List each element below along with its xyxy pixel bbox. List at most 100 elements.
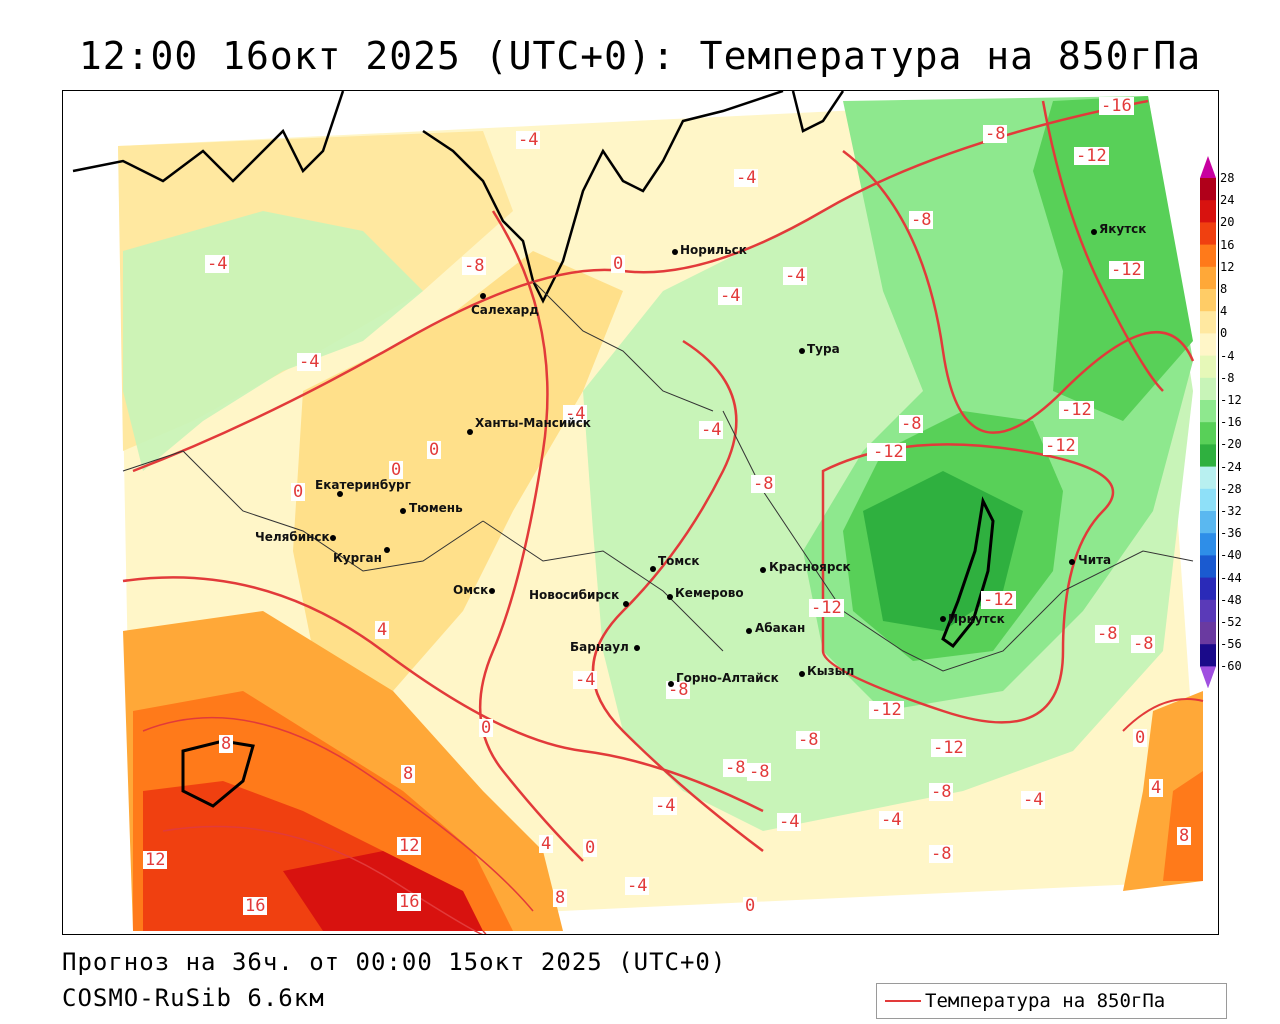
scale-swatch xyxy=(1200,599,1216,623)
city-dot-krasnoyarsk xyxy=(760,567,766,573)
scale-top-arrow xyxy=(1200,156,1216,178)
scale-tick-label: 20 xyxy=(1220,215,1235,230)
city-dot-yakutsk xyxy=(1091,229,1097,235)
isotherm-label: -4 xyxy=(563,404,588,424)
scale-swatch xyxy=(1200,222,1216,246)
isotherm-label: -12 xyxy=(981,590,1016,610)
isotherm-label: -12 xyxy=(869,700,904,720)
isotherm-label: -8 xyxy=(796,730,821,750)
city-label-gorno: Горно-Алтайск xyxy=(676,671,779,685)
city-label-yakutsk: Якутск xyxy=(1099,222,1147,236)
scale-tick-label: -48 xyxy=(1220,592,1242,607)
isotherm-label: 0 xyxy=(1133,728,1148,748)
isotherm-label: 0 xyxy=(291,482,306,502)
scale-swatch xyxy=(1200,488,1216,512)
temperature-map[interactable]: -16 -12 -8 -4 -4 -8 -12 -4 -4 -4 -8 0 -4… xyxy=(62,90,1219,935)
isotherm-label: -4 xyxy=(297,352,322,372)
city-dot-omsk xyxy=(489,588,495,594)
isotherm-label: 4 xyxy=(375,620,390,640)
isotherm-label: -8 xyxy=(929,844,954,864)
isotherm-label: -12 xyxy=(1074,146,1109,166)
scale-tick-label: -20 xyxy=(1220,437,1242,452)
scale-swatch xyxy=(1200,644,1216,667)
scale-tick-label: -40 xyxy=(1220,548,1242,563)
isotherm-label: 8 xyxy=(553,888,568,908)
isotherm-label: -4 xyxy=(734,168,759,188)
isotherm-label: -16 xyxy=(1099,96,1134,116)
isotherm-label: -4 xyxy=(516,130,541,150)
isotherm-label: -4 xyxy=(653,796,678,816)
scale-tick-label: 16 xyxy=(1220,237,1235,252)
scale-swatch xyxy=(1200,178,1216,201)
isotherm-label: -12 xyxy=(931,738,966,758)
city-label-tomsk: Томск xyxy=(658,554,700,568)
city-dot-ekb xyxy=(337,491,343,497)
city-label-salekhard: Салехард xyxy=(471,303,539,317)
city-label-irkutsk: Иркутск xyxy=(948,612,1005,626)
isotherm-label: -4 xyxy=(699,420,724,440)
isotherm-label: 8 xyxy=(401,764,416,784)
scale-swatch xyxy=(1200,333,1216,357)
city-dot-tyumen xyxy=(400,508,406,514)
scale-tick-label: -12 xyxy=(1220,393,1242,407)
scale-swatch xyxy=(1200,422,1216,445)
isotherm-label: 16 xyxy=(397,892,422,912)
scale-bottom-arrow xyxy=(1200,666,1216,688)
city-label-omsk: Омск xyxy=(453,583,489,597)
isotherm-label: -8 xyxy=(751,474,776,494)
isotherm-label: 0 xyxy=(389,460,404,480)
city-dot-kyzyl xyxy=(799,671,805,677)
city-label-kemerovo: Кемерово xyxy=(675,586,744,600)
isotherm-label: -4 xyxy=(777,812,802,832)
isotherm-label: -4 xyxy=(1021,790,1046,810)
isotherm-label: 8 xyxy=(219,734,234,754)
scale-swatch xyxy=(1200,444,1216,468)
isotherm-label: -8 xyxy=(899,414,924,434)
scale-tick-label: -56 xyxy=(1220,637,1242,652)
isotherm-label: 0 xyxy=(611,254,626,274)
legend-label: Температура на 850гПа xyxy=(925,990,1166,1012)
isotherm-label: -8 xyxy=(1095,624,1120,644)
city-label-tura: Тура xyxy=(807,342,840,356)
scale-swatch xyxy=(1200,533,1216,556)
scale-tick-label: 28 xyxy=(1220,171,1235,185)
city-dot-salekhard xyxy=(480,293,486,299)
scale-swatch xyxy=(1200,622,1216,645)
city-dot-chita xyxy=(1069,559,1075,565)
city-label-tyumen: Тюмень xyxy=(409,501,463,515)
isotherm-label: -4 xyxy=(783,266,808,286)
isotherm-label: 0 xyxy=(479,718,494,738)
isotherm-label: -8 xyxy=(723,758,748,778)
scale-tick-label: -16 xyxy=(1220,415,1242,430)
city-label-novosibirsk: Новосибирск xyxy=(529,588,620,602)
scale-tick-label: -32 xyxy=(1220,504,1242,518)
city-label-ekb: Екатеринбург xyxy=(315,478,411,492)
isotherm-label: -8 xyxy=(929,782,954,802)
city-dot-novosibirsk xyxy=(623,601,629,607)
scale-tick-label: -60 xyxy=(1220,659,1242,674)
scale-swatch xyxy=(1200,466,1216,490)
isotherm-label: 4 xyxy=(1149,778,1164,798)
isotherm-label: -8 xyxy=(983,124,1008,144)
scale-swatch xyxy=(1200,511,1216,534)
isotherm-label: -8 xyxy=(462,256,487,276)
isotherm-label: -12 xyxy=(809,598,844,618)
city-label-kyzyl: Кызыл xyxy=(807,664,855,678)
isotherm-label: -4 xyxy=(625,876,650,896)
scale-swatch xyxy=(1200,311,1216,334)
isotherm-label: 8 xyxy=(1177,826,1192,846)
scale-swatch xyxy=(1200,577,1216,601)
isotherm-label: -8 xyxy=(747,762,772,782)
isotherm-label: -4 xyxy=(718,286,743,306)
city-dot-khanty xyxy=(467,429,473,435)
city-label-chelyabinsk: Челябинск xyxy=(255,530,330,544)
forecast-info: Прогноз на 36ч. от 00:00 15окт 2025 (UTC… xyxy=(62,948,727,976)
color-scale xyxy=(1200,156,1216,688)
isotherm-label: -4 xyxy=(879,810,904,830)
isotherm-label: -4 xyxy=(205,254,230,274)
scale-swatch xyxy=(1200,200,1216,223)
map-title: 12:00 16окт 2025 (UTC+0): Температура на… xyxy=(78,34,1202,78)
city-dot-gorno xyxy=(668,681,674,687)
isotherm-label: 16 xyxy=(243,896,268,916)
city-dot-kurgan xyxy=(384,547,390,553)
